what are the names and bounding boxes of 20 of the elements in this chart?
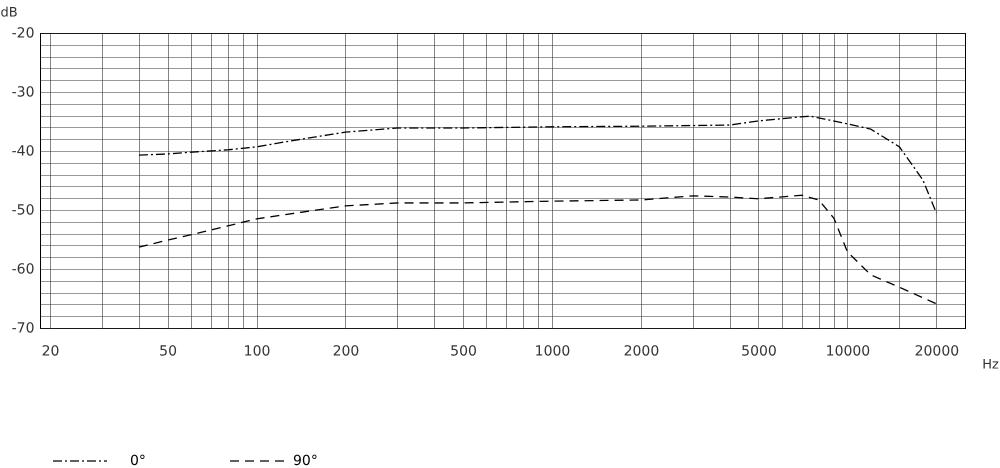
x-tick-label: 2000: [624, 344, 660, 360]
x-tick-label: 50: [159, 344, 177, 360]
y-tick-label: -30: [12, 84, 34, 100]
y-axis-title: dB: [0, 6, 18, 20]
y-tick-label: -40: [12, 144, 34, 160]
x-tick-label: 20: [42, 344, 60, 360]
x-tick-label: 200: [332, 344, 360, 360]
y-tick-label: -60: [12, 262, 34, 278]
x-tick-label: 10000: [826, 344, 870, 360]
x-tick-label: 20000: [914, 344, 960, 360]
x-tick-label: 5000: [741, 344, 777, 360]
legend-label: 90°: [293, 453, 318, 468]
y-tick-label: -20: [12, 26, 34, 42]
legend-label: 0°: [130, 453, 146, 468]
x-tick-label: 100: [244, 344, 270, 360]
x-tick-label: 1000: [534, 344, 570, 360]
y-tick-label: -50: [12, 202, 34, 218]
y-tick-label: -70: [12, 320, 34, 336]
x-axis-title: Hz: [982, 358, 999, 372]
x-tick-label: 500: [450, 344, 477, 360]
